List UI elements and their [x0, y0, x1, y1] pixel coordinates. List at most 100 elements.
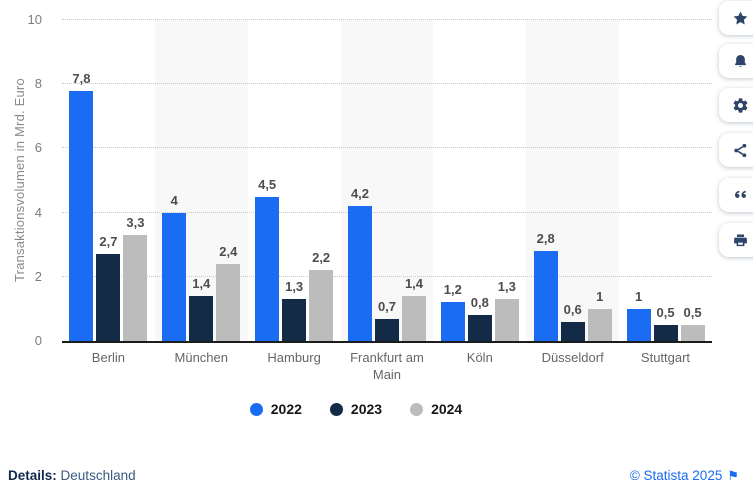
bar-slot: 4,2 [347, 186, 372, 341]
plot-area: 7,8 2,7 3,3 4 1,4 2,4 4,5 1,3 2,2 4,2 0,7 1,4 1,2 0,8… [62, 19, 712, 343]
quote-icon [732, 187, 749, 204]
bar-2024-m-nchen[interactable] [216, 263, 241, 341]
x-tick-label: Köln [466, 350, 493, 365]
citation-button[interactable] [719, 178, 753, 212]
gridline [62, 211, 712, 213]
bar-value-label: 1,3 [497, 279, 516, 295]
gridline [62, 147, 712, 149]
bar-value-label: 0,5 [683, 304, 702, 320]
legend-item-2023: 2023 [329, 401, 383, 417]
bar-2023-d-sseldorf[interactable] [560, 321, 585, 341]
printer-icon [732, 232, 749, 249]
x-tick-label: Frankfurt am Main [350, 350, 424, 382]
bar-slot: 4,5 [255, 177, 280, 341]
gridline [62, 83, 712, 85]
share-icon [732, 142, 749, 159]
bar-value-label: 2,8 [536, 231, 555, 247]
star-icon [732, 10, 749, 27]
bar-slot: 2,7 [96, 234, 121, 341]
bar-value-label: 2,4 [219, 243, 238, 259]
bar-2023-k-ln[interactable] [467, 315, 492, 341]
x-tick-label: Hamburg [267, 350, 321, 365]
bar-2023-frankfurt-am-main[interactable] [374, 318, 399, 341]
x-tick-label: Berlin [91, 350, 126, 365]
bar-value-label: 0,8 [470, 295, 489, 311]
notification-button[interactable] [719, 44, 753, 78]
bar-2024-frankfurt-am-main[interactable] [401, 296, 426, 341]
bar-2022-k-ln[interactable] [440, 302, 465, 341]
bar-2024-hamburg[interactable] [309, 270, 334, 341]
y-tick-label: 8 [34, 76, 42, 92]
bar-value-label: 1,2 [443, 282, 462, 298]
bar-2022-m-nchen[interactable] [162, 212, 187, 341]
bar-2024-k-ln[interactable] [494, 299, 519, 341]
bar-value-label: 7,8 [72, 70, 91, 86]
bar-slot: 3,3 [123, 215, 148, 341]
legend-dot [329, 402, 343, 416]
bar-slot: 7,8 [69, 71, 94, 341]
bar-value-label: 1,3 [285, 279, 304, 295]
y-tick-label: 0 [34, 333, 42, 348]
footer: Details: Deutschland © Statista 2025 ⚑ [8, 468, 739, 483]
bar-value-label: 2,2 [312, 250, 331, 266]
bar-value-label: 2,7 [99, 234, 118, 250]
print-button[interactable] [719, 223, 753, 257]
copyright-link[interactable]: © Statista 2025 ⚑ [630, 468, 739, 483]
bar-slot: 2,2 [309, 250, 334, 341]
bar-2023-hamburg[interactable] [282, 299, 307, 341]
bar-group: 4 1,4 2,4 [155, 20, 248, 341]
bar-slot: 0,5 [680, 305, 705, 341]
bar-value-label: 4,2 [350, 186, 370, 202]
bar-slot: 1,3 [494, 279, 519, 341]
bar-value-label: 1 [634, 288, 643, 304]
bar-slot: 4 [162, 193, 187, 341]
gear-icon [732, 97, 749, 114]
bar-2022-stuttgart[interactable] [626, 308, 651, 341]
favorite-button[interactable] [719, 1, 753, 35]
bar-2023-stuttgart[interactable] [653, 324, 678, 341]
bar-2024-d-sseldorf[interactable] [587, 308, 612, 341]
bar-value-label: 1 [596, 288, 604, 304]
share-button[interactable] [719, 133, 753, 167]
bar-value-label: 1,4 [404, 276, 424, 292]
bar-2024-berlin[interactable] [123, 235, 148, 341]
bar-slot: 2,4 [216, 244, 241, 341]
legend-label: 2022 [270, 401, 302, 417]
y-axis-ticks: 0 2 4 6 8 10 [0, 0, 52, 491]
settings-button[interactable] [719, 88, 753, 122]
bar-slot: 0,5 [653, 305, 678, 341]
y-tick-label: 2 [34, 268, 42, 284]
bar-2024-stuttgart[interactable] [680, 324, 705, 341]
bar-slot: 0,7 [374, 299, 399, 341]
bar-2023-berlin[interactable] [96, 254, 121, 341]
bar-2022-d-sseldorf[interactable] [533, 251, 558, 341]
bar-slot: 1,4 [189, 276, 214, 341]
bar-2022-frankfurt-am-main[interactable] [347, 206, 372, 341]
bar-value-label: 4,5 [258, 176, 277, 192]
bar-group: 4,2 0,7 1,4 [341, 20, 434, 341]
y-tick-label: 6 [34, 140, 42, 156]
gridline [62, 19, 712, 20]
bar-value-label: 3,3 [126, 215, 145, 231]
bar-2022-hamburg[interactable] [255, 196, 280, 341]
flag-icon[interactable]: ⚑ [727, 468, 739, 483]
bar-value-label: 1,4 [192, 276, 211, 292]
bar-slot: 1 [587, 289, 612, 341]
y-tick-label: 10 [27, 12, 42, 27]
bar-group: 2,8 0,6 1 [526, 20, 619, 341]
legend-label: 2024 [431, 401, 463, 417]
bar-value-label: 0,6 [563, 301, 582, 317]
bar-value-label: 0,5 [656, 304, 675, 320]
legend-dot [249, 402, 263, 416]
x-axis-labels: Berlin München Hamburg Frankfurt am Main Köl… [62, 350, 712, 384]
bar-group: 4,5 1,3 2,2 [248, 20, 341, 341]
bar-2023-m-nchen[interactable] [189, 296, 214, 341]
bar-group: 1,2 0,8 1,3 [433, 20, 526, 341]
bar-group: 7,8 2,7 3,3 [62, 20, 155, 341]
bar-2022-berlin[interactable] [69, 90, 94, 341]
x-tick-label: Düsseldorf [541, 350, 604, 365]
legend-label: 2023 [350, 401, 383, 417]
bar-slot: 1,3 [282, 279, 307, 341]
details-label: Details: [8, 468, 57, 483]
copyright-text[interactable]: © Statista 2025 [629, 468, 723, 483]
